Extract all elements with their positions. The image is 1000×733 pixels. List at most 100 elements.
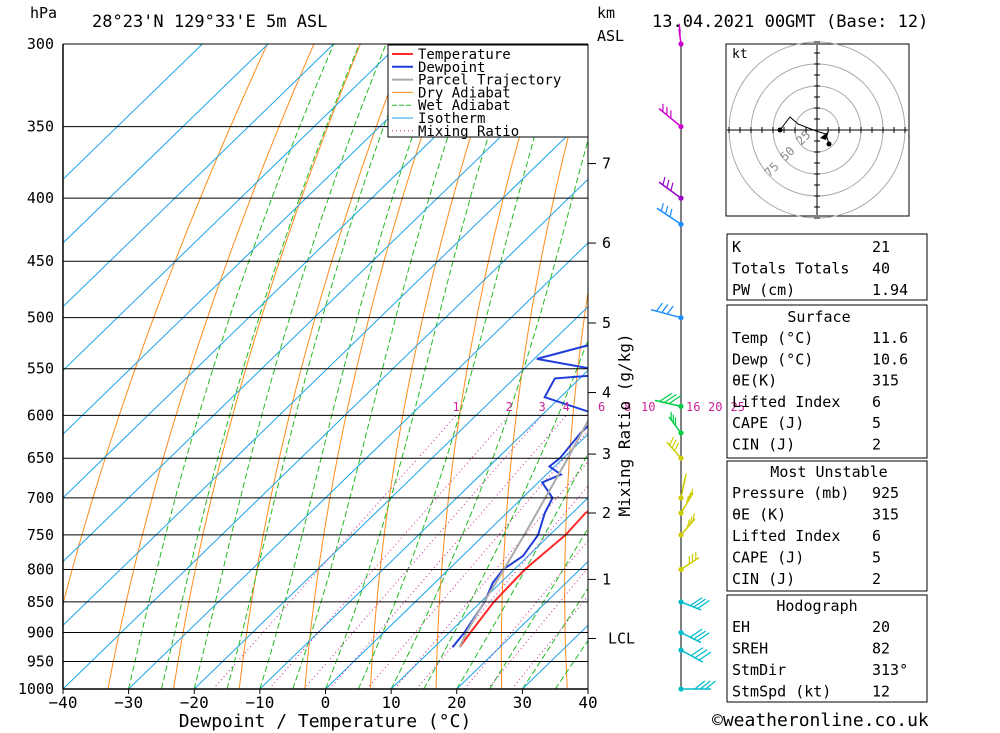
hodo-row-value: 313° bbox=[872, 661, 908, 679]
hodo-row-label: StmSpd (kt) bbox=[732, 683, 831, 701]
mixing-ratio-label: 6 bbox=[598, 400, 605, 414]
surface-box bbox=[726, 304, 928, 459]
legend-label: Isotherm bbox=[418, 111, 485, 127]
legend-label: Parcel Trajectory bbox=[418, 73, 561, 89]
surface-row-value: 2 bbox=[872, 436, 881, 454]
wind-level-dot bbox=[678, 430, 684, 436]
wind-level-dot bbox=[678, 532, 684, 538]
mixing-ratio-axis-title: Mixing Ratio (g/kg) bbox=[615, 333, 634, 516]
mixing-ratio-line bbox=[366, 430, 588, 689]
x-tick-label: 0 bbox=[321, 693, 331, 712]
mixing-ratio-label: 2 bbox=[506, 400, 513, 414]
wind-barb-flag bbox=[689, 628, 703, 638]
km-tick-label: 4 bbox=[602, 384, 611, 402]
mixing-ratio-line bbox=[303, 414, 543, 689]
wet-adiabat bbox=[259, 44, 446, 689]
dry-adiabat bbox=[906, 44, 961, 689]
hodograph-unit-label: kt bbox=[732, 47, 748, 62]
wind-level-dot bbox=[678, 495, 684, 501]
unstable-row-value: 2 bbox=[872, 570, 881, 588]
surface-row-value: 10.6 bbox=[872, 350, 908, 368]
mixing-ratio-label: 3 bbox=[538, 400, 545, 414]
unstable-row-label: CAPE (J) bbox=[732, 549, 804, 567]
wind-barb-flag bbox=[697, 632, 710, 642]
wind-profile bbox=[650, 23, 716, 692]
km-tick-label: LCL bbox=[608, 629, 635, 647]
run-title: 13.04.2021 00GMT (Base: 12) bbox=[652, 12, 929, 32]
mixing-ratio-line bbox=[394, 460, 588, 689]
wind-barb-flag bbox=[693, 598, 707, 608]
x-tick-label: 20 bbox=[447, 693, 466, 712]
x-tick-label: −30 bbox=[114, 693, 143, 712]
unstable-row-value: 925 bbox=[872, 484, 899, 502]
isotherm bbox=[63, 114, 588, 626]
x-tick-label: 10 bbox=[381, 693, 400, 712]
mixing-ratio-label: 8 bbox=[624, 400, 631, 414]
wet-adiabat bbox=[292, 44, 480, 689]
dewpoint-line bbox=[451, 344, 588, 648]
wind-barb-flag bbox=[661, 304, 669, 313]
wind-level-dot bbox=[678, 195, 684, 201]
wind-level-dot bbox=[678, 455, 684, 461]
surface-row-value: 5 bbox=[872, 414, 881, 432]
wet-adiabat bbox=[456, 452, 588, 689]
indices-top-box bbox=[726, 233, 928, 301]
x-tick-label: −20 bbox=[180, 693, 209, 712]
x-tick-label: 40 bbox=[578, 693, 597, 712]
legend-label: Mixing Ratio bbox=[418, 124, 519, 140]
dry-adiabat bbox=[107, 44, 315, 689]
pressure-unit-label: hPa bbox=[30, 4, 58, 22]
isotherm bbox=[63, 44, 269, 244]
credit-text: ©weatheronline.co.uk bbox=[712, 710, 929, 731]
pressure-tick-label: 450 bbox=[27, 252, 54, 270]
mixing-ratio-label: 20 bbox=[708, 400, 722, 414]
location-title: 28°23'N 129°33'E 5m ASL bbox=[92, 12, 328, 32]
hodo-row-label: EH bbox=[732, 618, 750, 636]
pressure-tick-label: 650 bbox=[27, 449, 54, 467]
surface-row-label: Lifted Index bbox=[732, 393, 840, 411]
hodo-row-value: 82 bbox=[872, 640, 890, 658]
unstable-row-value: 5 bbox=[872, 549, 881, 567]
x-tick-label: 30 bbox=[513, 693, 532, 712]
pressure-tick-label: 950 bbox=[27, 653, 54, 671]
wind-barb-flag bbox=[697, 599, 710, 609]
dry-adiabat bbox=[173, 44, 361, 689]
isotherm bbox=[63, 44, 334, 308]
wind-barb bbox=[658, 181, 682, 199]
surface-row-label: Temp (°C) bbox=[732, 329, 813, 347]
indices-table: K 21 Totals Totals 40 PW (cm) 1.94 Surface Temp… bbox=[726, 233, 928, 703]
legend-label: Dry Adiabat bbox=[418, 85, 511, 101]
pressure-tick-label: 700 bbox=[27, 489, 54, 507]
x-tick-label: −40 bbox=[49, 693, 78, 712]
wind-level-dot bbox=[678, 566, 684, 573]
legend-label: Wet Adiabat bbox=[418, 98, 511, 114]
wet-adiabat bbox=[423, 338, 588, 689]
km-tick-label: 7 bbox=[602, 155, 611, 173]
dry-adiabat bbox=[626, 44, 686, 689]
pressure-tick-label: 350 bbox=[27, 118, 54, 136]
surface-title: Surface bbox=[787, 308, 850, 326]
wind-barb bbox=[680, 649, 704, 663]
hodo-row-value: 12 bbox=[872, 683, 890, 701]
wind-barb-flag bbox=[689, 516, 693, 525]
dry-adiabat bbox=[370, 44, 501, 689]
wind-barb-flag bbox=[689, 597, 703, 607]
x-axis-title: Dewpoint / Temperature (°C) bbox=[179, 711, 472, 732]
wind-barb-flag bbox=[670, 182, 674, 191]
hodograph-point bbox=[826, 141, 832, 147]
km-tick-label: 2 bbox=[602, 504, 611, 522]
index-row-value: 1.94 bbox=[872, 281, 908, 299]
unstable-row-value: 315 bbox=[872, 506, 899, 524]
pressure-tick-label: 800 bbox=[27, 560, 54, 578]
isotherm bbox=[63, 44, 466, 435]
hodo-row-label: SREH bbox=[732, 640, 768, 658]
wind-barb-flag bbox=[668, 436, 675, 446]
legend-box bbox=[387, 44, 589, 138]
wind-barb-flag bbox=[662, 176, 666, 186]
pressure-tick-label: 400 bbox=[27, 189, 54, 207]
temperature-line bbox=[458, 510, 588, 648]
unstable-row-label: θE (K) bbox=[732, 506, 786, 524]
